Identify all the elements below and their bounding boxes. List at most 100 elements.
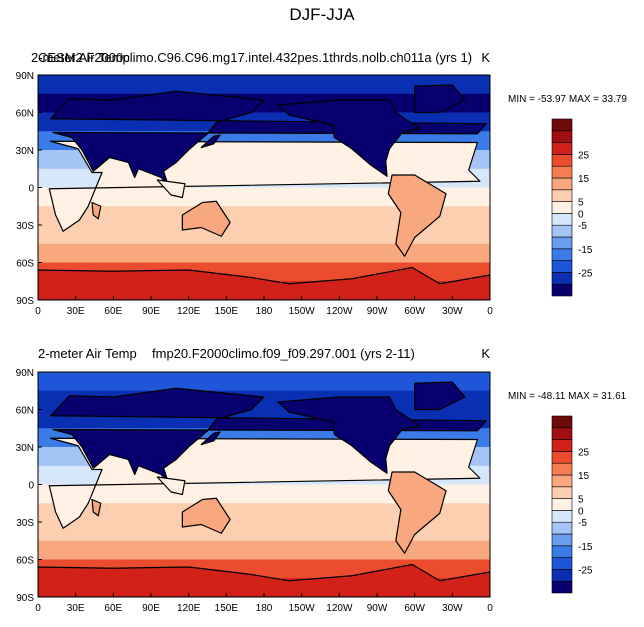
- coastline: [91, 498, 102, 517]
- x-tick-label: 180: [256, 603, 273, 614]
- colorbar-swatch: [551, 248, 573, 261]
- colorbar-swatch: [551, 142, 573, 155]
- colorbar-swatch: [551, 260, 573, 273]
- coastline: [156, 476, 186, 496]
- y-tick-label: 0: [28, 184, 34, 195]
- map-panel-2: 2-meter Air Temp fmp20.F2000climo.f09_f0…: [16, 346, 627, 614]
- colorbar-swatch: [551, 439, 573, 452]
- colorbar-swatch: [551, 130, 573, 143]
- coastline: [387, 471, 447, 554]
- x-tick-label: 60E: [104, 306, 122, 317]
- zonal-band: [38, 484, 490, 504]
- colorbar-swatch: [551, 177, 573, 191]
- coastline: [49, 387, 487, 484]
- y-tick-label: 90N: [16, 71, 34, 82]
- x-tick-label: 0: [487, 306, 493, 317]
- panel-1-title: 2-meter Air Temp: [31, 50, 130, 65]
- panel-1-coastlines: [38, 84, 490, 300]
- x-tick-label: 0: [487, 603, 493, 614]
- y-tick-label: 90N: [16, 368, 34, 379]
- colorbar-swatch: [551, 154, 573, 167]
- panel-1-x-axis: 0 30E 60E 90E 120E 150E 180 150W 120W 90W 60W 30W 0: [35, 296, 493, 317]
- colorbar-label: -5: [578, 221, 587, 232]
- zonal-band: [38, 522, 490, 542]
- y-tick-label: 60S: [16, 556, 34, 567]
- colorbar-swatch: [551, 272, 573, 285]
- colorbar-swatch: [551, 189, 573, 202]
- colorbar-swatch: [551, 486, 573, 499]
- panel-2-case-label: fmp20.F2000climo.f09_f09.297.001 (yrs 2-…: [152, 346, 415, 361]
- x-tick-label: 60W: [404, 603, 425, 614]
- x-tick-label: 90E: [142, 306, 160, 317]
- x-tick-label: 30W: [442, 306, 463, 317]
- panel-2-x-axis: 0 30E 60E 90E 120E 150E 180 150W 120W 90W 60W 30W 0: [35, 593, 493, 614]
- colorbar-swatch: [551, 474, 573, 488]
- zonal-band: [38, 540, 490, 560]
- x-tick-label: 30E: [67, 306, 85, 317]
- coastline: [414, 381, 466, 411]
- coastline: [181, 497, 231, 534]
- colorbar-label: 25: [578, 150, 590, 161]
- coastline: [414, 84, 466, 114]
- x-tick-label: 120W: [326, 306, 353, 317]
- zonal-band: [38, 187, 490, 207]
- x-tick-label: 120W: [326, 603, 353, 614]
- x-tick-label: 150W: [289, 603, 316, 614]
- zonal-band: [38, 225, 490, 245]
- panel-1-colorbar: -25 -15 -505 15 25: [551, 118, 593, 297]
- coastline: [49, 90, 487, 187]
- colorbar-swatch: [551, 580, 573, 594]
- colorbar-swatch: [551, 213, 573, 226]
- x-tick-label: 0: [35, 603, 41, 614]
- figure-title: DJF-JJA: [289, 5, 355, 24]
- panel-2-colorbar: -25 -15 -505 15 25: [551, 415, 593, 594]
- colorbar-swatch: [551, 462, 573, 476]
- colorbar-label: 25: [578, 447, 590, 458]
- colorbar-swatch: [551, 224, 573, 238]
- x-tick-label: 150E: [215, 306, 239, 317]
- colorbar-label: 15: [578, 174, 590, 185]
- x-tick-label: 30W: [442, 603, 463, 614]
- x-tick-label: 90W: [367, 306, 388, 317]
- y-tick-label: 60N: [16, 406, 34, 417]
- colorbar-swatch: [551, 427, 573, 440]
- x-tick-label: 90W: [367, 603, 388, 614]
- coastline: [200, 431, 221, 446]
- x-tick-label: 120E: [177, 603, 201, 614]
- panel-1-units: K: [481, 50, 490, 65]
- x-tick-label: 150E: [215, 603, 239, 614]
- colorbar-swatch: [551, 236, 573, 250]
- y-tick-label: 30N: [16, 146, 34, 157]
- colorbar-swatch: [551, 533, 573, 547]
- colorbar-swatch: [551, 201, 573, 214]
- coastline: [277, 396, 421, 474]
- y-tick-label: 0: [28, 481, 34, 492]
- colorbar-swatch: [551, 521, 573, 535]
- colorbar-swatch: [551, 118, 573, 132]
- map-panel-1: 2-meter Air Temp CESM2 F2000climo.C96.C9…: [16, 50, 628, 317]
- coastline: [387, 174, 447, 257]
- colorbar-swatch: [551, 545, 573, 558]
- zonal-band: [38, 243, 490, 263]
- x-tick-label: 150W: [289, 306, 316, 317]
- coastline: [200, 134, 221, 149]
- colorbar-label: 15: [578, 471, 590, 482]
- colorbar-label: 0: [578, 209, 584, 220]
- coastline: [91, 201, 102, 220]
- y-tick-label: 60N: [16, 109, 34, 120]
- panel-2-units: K: [481, 346, 490, 361]
- panel-2-title: 2-meter Air Temp: [38, 346, 137, 361]
- y-tick-label: 60S: [16, 259, 34, 270]
- colorbar-label: 5: [578, 495, 584, 506]
- colorbar-swatch: [551, 415, 573, 429]
- coastline: [277, 99, 421, 177]
- coastline: [38, 266, 490, 300]
- zonal-band: [38, 372, 490, 392]
- colorbar-swatch: [551, 569, 573, 582]
- zonal-band: [38, 503, 490, 523]
- x-tick-label: 30E: [67, 603, 85, 614]
- panel-2-stats: MIN = -48.11 MAX = 31.61: [508, 391, 627, 402]
- colorbar-swatch: [551, 557, 573, 570]
- x-tick-label: 90E: [142, 603, 160, 614]
